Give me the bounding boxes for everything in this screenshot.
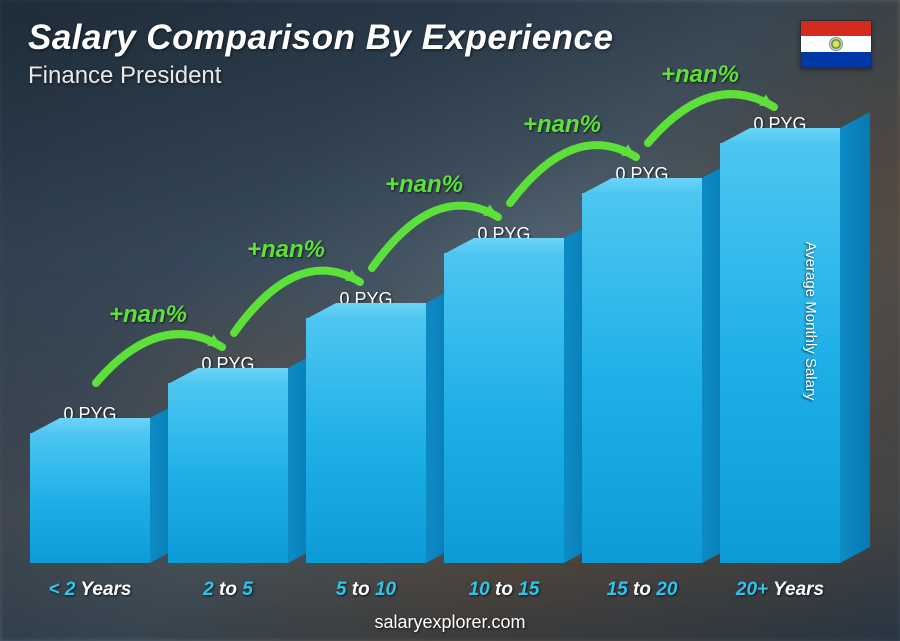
- footer-brand: salary: [374, 612, 422, 632]
- bar-group: 0 PYG: [306, 289, 426, 563]
- bar-group: 0 PYG: [720, 114, 840, 563]
- bar: [720, 143, 840, 563]
- bar-group: 0 PYG: [444, 224, 564, 563]
- bar-group: 0 PYG: [582, 164, 702, 563]
- country-flag-paraguay: [800, 20, 872, 68]
- bar: [168, 383, 288, 563]
- y-axis-label: Average Monthly Salary: [802, 241, 819, 400]
- flag-stripe-blue: [801, 52, 871, 67]
- bar-group: 0 PYG: [30, 404, 150, 563]
- x-axis-label: < 2 Years: [30, 579, 150, 601]
- bar: [306, 318, 426, 563]
- x-axis-label: 15 to 20: [582, 579, 702, 601]
- x-axis-label: 5 to 10: [306, 579, 426, 601]
- chart-subtitle: Finance President: [28, 62, 872, 90]
- footer-attribution: salaryexplorer.com: [0, 612, 900, 633]
- bar-chart: 0 PYG0 PYG0 PYG0 PYG0 PYG0 PYG: [30, 103, 840, 563]
- flag-emblem: [829, 37, 843, 51]
- bar: [30, 433, 150, 563]
- chart-title: Salary Comparison By Experience: [28, 18, 872, 58]
- bar: [444, 253, 564, 563]
- footer-domain: explorer.com: [422, 612, 525, 632]
- x-axis-label: 2 to 5: [168, 579, 288, 601]
- x-axis-label: 20+ Years: [720, 579, 840, 601]
- header: Salary Comparison By Experience Finance …: [28, 18, 872, 90]
- bar: [582, 193, 702, 563]
- x-axis-label: 10 to 15: [444, 579, 564, 601]
- x-axis-labels: < 2 Years 2 to 5 5 to 10 10 to 15 15 to 20 20…: [30, 579, 840, 601]
- flag-stripe-red: [801, 21, 871, 36]
- bar-group: 0 PYG: [168, 354, 288, 563]
